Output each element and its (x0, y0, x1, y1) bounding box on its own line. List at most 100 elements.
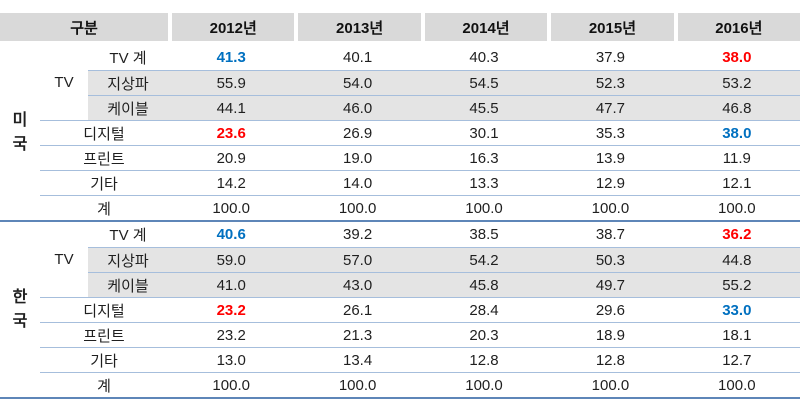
value-cell: 18.9 (595, 326, 626, 344)
value-cell: 100.0 (591, 199, 630, 217)
row-label: 프린트 (83, 150, 125, 168)
value-cell: 21.3 (343, 326, 373, 344)
value-cell: 29.6 (595, 301, 626, 319)
value-cell: 100.0 (212, 376, 250, 394)
country-label-usa: 미국 (0, 45, 40, 220)
table-header-row: 구분 2012년 2013년 2014년 2015년 2016년 (0, 13, 800, 41)
value-cell: 20.9 (216, 149, 246, 167)
row-label: TV 계 (109, 50, 147, 67)
value-cell: 33.0 (722, 301, 752, 319)
row-label: 디지털 (83, 125, 125, 143)
table-row-other: 기타 14.2 14.0 13.3 12.9 12.1 (0, 170, 800, 195)
value-cell: 45.5 (469, 99, 499, 117)
table-row-tv-total: TV 계 41.3 40.1 40.3 37.9 38.0 (0, 45, 800, 70)
value-cell: 26.1 (343, 301, 373, 319)
row-label: 디지털 (83, 302, 125, 320)
value-cell: 38.0 (722, 49, 752, 66)
table-row-print: 프린트 20.9 19.0 16.3 13.9 11.9 (0, 145, 800, 170)
value-cell: 30.1 (469, 124, 499, 142)
value-cell: 23.6 (216, 124, 246, 142)
header-year-2015: 2015년 (551, 13, 674, 41)
value-cell: 16.3 (469, 149, 499, 167)
header-year-2013: 2013년 (298, 13, 421, 41)
value-cell: 28.4 (469, 301, 499, 319)
value-cell: 43.0 (343, 276, 373, 294)
value-cell: 35.3 (595, 124, 626, 142)
value-cell: 45.8 (469, 276, 499, 294)
value-cell: 100.0 (338, 376, 377, 394)
tv-group-label: TV (54, 74, 74, 91)
value-cell: 37.9 (595, 49, 626, 66)
value-cell: 12.8 (595, 351, 626, 369)
value-cell: 100.0 (718, 199, 756, 217)
table-row-digital: 디지털 23.6 26.9 30.1 35.3 38.0 (0, 120, 800, 145)
row-label: 케이블 (107, 100, 149, 118)
value-cell: 46.8 (722, 99, 752, 117)
table-row-cable: 케이블 44.1 46.0 45.5 47.7 46.8 (0, 95, 800, 120)
country-label-text: 미국 (12, 111, 28, 153)
value-cell: 55.2 (722, 276, 752, 294)
value-cell: 38.0 (722, 124, 752, 142)
value-cell: 44.8 (722, 251, 752, 269)
value-cell: 54.2 (469, 251, 499, 269)
table-row-total: 계 100.0 100.0 100.0 100.0 100.0 (0, 195, 800, 220)
value-cell: 38.7 (595, 226, 626, 243)
value-cell: 12.1 (722, 174, 752, 192)
value-cell: 100.0 (718, 376, 756, 394)
row-label: 계 (97, 200, 111, 218)
value-cell: 54.5 (469, 74, 499, 92)
value-cell: 100.0 (465, 376, 503, 394)
value-cell: 100.0 (338, 199, 377, 217)
value-cell: 12.7 (722, 351, 752, 369)
value-cell: 12.9 (595, 174, 626, 192)
value-cell: 38.5 (469, 226, 499, 243)
value-cell: 100.0 (591, 376, 630, 394)
country-label-text: 한국 (12, 288, 28, 330)
value-cell: 23.2 (216, 326, 246, 344)
value-cell: 11.9 (722, 149, 751, 167)
value-cell: 40.3 (469, 49, 499, 66)
value-cell: 59.0 (216, 251, 246, 269)
row-label: 프린트 (83, 327, 125, 345)
country-label-korea: 한국 (0, 222, 40, 397)
header-year-2014: 2014년 (424, 13, 548, 41)
value-cell: 19.0 (343, 149, 373, 167)
value-cell: 100.0 (465, 199, 503, 217)
value-cell: 13.3 (469, 174, 499, 192)
section-korea: 한국 TV TV 계 40.6 39.2 38.5 38.7 36.2 지상파 … (0, 222, 800, 397)
value-cell: 47.7 (595, 99, 626, 117)
value-cell: 20.3 (469, 326, 499, 344)
row-label: 케이블 (107, 277, 149, 295)
value-cell: 36.2 (722, 226, 752, 243)
value-cell: 26.9 (343, 124, 373, 142)
table-row-tv-total: TV 계 40.6 39.2 38.5 38.7 36.2 (0, 222, 800, 247)
value-cell: 14.2 (216, 174, 246, 192)
value-cell: 40.6 (216, 226, 246, 243)
value-cell: 40.1 (343, 49, 373, 66)
header-year-2016: 2016년 (677, 13, 800, 41)
section-usa: 미국 TV TV 계 41.3 40.1 40.3 37.9 38.0 지상파 … (0, 45, 800, 220)
table-row-terrestrial: 지상파 59.0 57.0 54.2 50.3 44.8 (0, 247, 800, 272)
row-label: 기타 (90, 175, 118, 193)
value-cell: 54.0 (343, 74, 373, 92)
value-cell: 55.9 (216, 74, 246, 92)
value-cell: 13.0 (216, 351, 246, 369)
row-label: TV 계 (109, 227, 147, 244)
table-row-other: 기타 13.0 13.4 12.8 12.8 12.7 (0, 347, 800, 372)
value-cell: 44.1 (216, 99, 246, 117)
row-label: 지상파 (107, 252, 149, 270)
value-cell: 13.4 (343, 351, 373, 369)
section-divider-line (0, 220, 800, 222)
value-cell: 41.0 (216, 276, 246, 294)
table-bottom-line (0, 397, 800, 399)
header-label: 구분 (0, 13, 168, 41)
value-cell: 23.2 (216, 301, 246, 319)
table-row-total: 계 100.0 100.0 100.0 100.0 100.0 (0, 372, 800, 397)
row-label: 계 (97, 377, 111, 395)
value-cell: 13.9 (595, 149, 626, 167)
row-label: 기타 (90, 352, 118, 370)
value-cell: 41.3 (216, 49, 246, 66)
value-cell: 52.3 (595, 74, 626, 92)
value-cell: 100.0 (212, 199, 250, 217)
